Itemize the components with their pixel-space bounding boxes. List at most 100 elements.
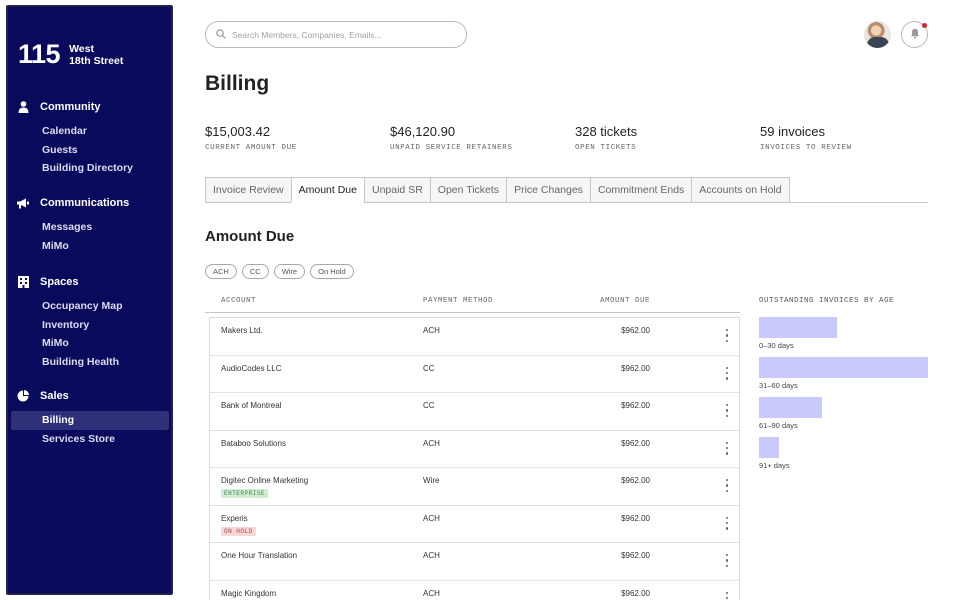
tab-invoice-review[interactable]: Invoice Review <box>205 177 291 203</box>
brand-logo[interactable]: 115 West 18th Street <box>18 40 123 68</box>
account-name: One Hour Translation <box>221 551 298 560</box>
section-heading: Amount Due <box>205 228 295 245</box>
sidebar-section-spaces: Spaces Occupancy Map Inventory MiMo Buil… <box>8 274 171 371</box>
sidebar-item-inventory[interactable]: Inventory <box>42 318 90 331</box>
sidebar-item-services-store[interactable]: Services Store <box>42 432 115 445</box>
stat-value: $46,120.90 <box>390 124 456 139</box>
stat-label: UNPAID SERVICE RETAINERS <box>390 144 513 152</box>
filter-chip-wire[interactable]: Wire <box>273 264 306 279</box>
sidebar-item-guests[interactable]: Guests <box>42 143 78 156</box>
table-row[interactable]: Bataboo Solutions ACH $962.00 <box>210 431 739 468</box>
column-header-account[interactable]: ACCOUNT <box>221 297 257 305</box>
table-row[interactable]: Digitec Online Marketing ENTERPRISE Wire $9… <box>210 468 739 506</box>
age-chart-title: OUTSTANDING INVOICES BY AGE <box>759 297 895 305</box>
table-row[interactable]: Makers Ltd. ACH $962.00 <box>210 318 739 356</box>
section-title-sales: Sales <box>40 390 69 402</box>
search-input[interactable] <box>232 29 452 40</box>
amount-due: $962.00 <box>621 438 650 448</box>
more-options-icon[interactable] <box>724 591 730 600</box>
more-options-icon[interactable] <box>724 404 730 420</box>
column-header-amount-due[interactable]: AMOUNT DUE <box>600 297 651 305</box>
table-row[interactable]: Magic Kingdom ACH $962.00 <box>210 581 739 600</box>
age-bar-label: 91+ days <box>759 461 790 470</box>
status-badge: ENTERPRISE <box>221 489 269 498</box>
section-header-community: Community <box>8 99 171 115</box>
search-bar[interactable] <box>205 21 467 48</box>
tab-amount-due[interactable]: Amount Due <box>290 177 364 203</box>
section-title-spaces: Spaces <box>40 276 79 288</box>
sidebar-item-billing[interactable]: Billing <box>11 411 169 430</box>
amount-due: $962.00 <box>621 551 650 560</box>
table-row[interactable]: AudioCodes LLC CC $962.00 <box>210 356 739 393</box>
avatar[interactable] <box>864 21 891 48</box>
stat-label: OPEN TICKETS <box>575 144 637 152</box>
more-options-icon[interactable] <box>724 479 730 495</box>
stat-open-tickets: 328 tickets OPEN TICKETS <box>575 124 637 152</box>
age-bar[interactable] <box>759 397 822 418</box>
payment-method: ACH <box>423 551 440 560</box>
sidebar: 115 West 18th Street Community Calendar … <box>6 5 173 595</box>
status-badge: ON HOLD <box>221 526 256 536</box>
brand-line-2: 18th Street <box>69 55 124 67</box>
section-title-communications: Communications <box>40 197 130 209</box>
tab-unpaid-sr[interactable]: Unpaid SR <box>364 177 430 203</box>
tab-commitment-ends[interactable]: Commitment Ends <box>589 177 692 203</box>
more-options-icon[interactable] <box>724 516 730 533</box>
age-bar[interactable] <box>759 317 837 338</box>
age-bar[interactable] <box>759 357 928 378</box>
megaphone-icon <box>17 197 29 209</box>
search-icon <box>216 26 226 44</box>
bell-icon <box>910 26 920 44</box>
section-title-community: Community <box>40 101 101 113</box>
filter-chip-on-hold[interactable]: On Hold <box>310 264 354 279</box>
sidebar-item-occupancy-map[interactable]: Occupancy Map <box>42 300 123 312</box>
filter-chip-cc[interactable]: CC <box>241 264 269 279</box>
payment-method: ACH <box>423 438 440 448</box>
tab-price-changes[interactable]: Price Changes <box>506 177 590 203</box>
payment-method: ACH <box>423 513 440 523</box>
more-options-icon[interactable] <box>724 554 730 570</box>
person-icon <box>17 101 29 113</box>
tab-bar: Invoice Review Amount Due Unpaid SR Open… <box>205 177 790 203</box>
account-name: Bataboo Solutions <box>221 438 286 448</box>
page-title: Billing <box>205 72 270 95</box>
notifications-button[interactable] <box>901 21 928 48</box>
sidebar-item-building-directory[interactable]: Building Directory <box>42 162 134 174</box>
tab-open-tickets[interactable]: Open Tickets <box>429 177 507 203</box>
notification-dot <box>922 23 927 28</box>
pie-chart-icon <box>17 390 29 402</box>
amount-due: $962.00 <box>621 401 650 410</box>
sidebar-item-building-health[interactable]: Building Health <box>42 355 119 368</box>
amount-due: $962.00 <box>621 363 650 373</box>
table-row[interactable]: Bank of Montreal CC $962.00 <box>210 393 739 431</box>
amount-due: $962.00 <box>621 513 650 523</box>
sidebar-item-mimo-spaces[interactable]: MiMo <box>42 337 69 349</box>
payment-method: ACH <box>423 588 440 598</box>
stat-current-amount-due: $15,003.42 CURRENT AMOUNT DUE <box>205 124 297 152</box>
stat-label: INVOICES TO REVIEW <box>760 144 852 152</box>
more-options-icon[interactable] <box>724 329 730 345</box>
column-header-payment-method[interactable]: PAYMENT METHOD <box>423 297 494 305</box>
more-options-icon[interactable] <box>724 366 730 383</box>
more-options-icon[interactable] <box>724 441 730 458</box>
age-bar[interactable] <box>759 437 779 458</box>
amount-due: $962.00 <box>621 326 650 335</box>
sidebar-item-messages[interactable]: Messages <box>42 221 93 233</box>
sidebar-item-calendar[interactable]: Calendar <box>42 125 87 137</box>
payment-method: Wire <box>423 476 440 485</box>
filter-chip-ach[interactable]: ACH <box>205 264 237 279</box>
stat-unpaid-service-retainers: $46,120.90 UNPAID SERVICE RETAINERS <box>390 124 512 152</box>
sidebar-item-mimo[interactable]: MiMo <box>42 239 69 252</box>
stat-invoices-to-review: 59 invoices INVOICES TO REVIEW <box>760 124 852 152</box>
stat-value: 328 tickets <box>575 124 638 139</box>
amount-due: $962.00 <box>621 476 650 485</box>
sidebar-section-community: Community Calendar Guests Building Direc… <box>8 99 171 178</box>
table-row[interactable]: Experis ON HOLD ACH $962.00 <box>210 506 739 543</box>
brand-name: West 18th Street <box>69 43 123 67</box>
account-name: AudioCodes LLC <box>221 363 282 373</box>
section-header-spaces: Spaces <box>8 274 171 290</box>
invoice-table: Makers Ltd. ACH $962.00 AudioCodes LLC CC $96… <box>209 317 740 600</box>
table-row[interactable]: One Hour Translation ACH $962.00 <box>210 543 739 581</box>
tab-accounts-on-hold[interactable]: Accounts on Hold <box>691 177 790 203</box>
